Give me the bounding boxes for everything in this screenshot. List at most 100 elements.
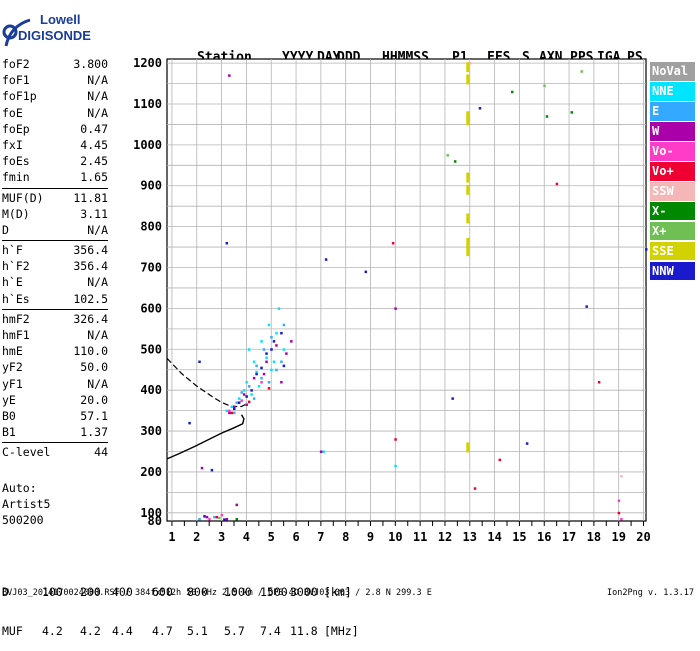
echo-point-x- <box>580 70 583 73</box>
mufrow-value: 4.2 <box>42 624 63 638</box>
param-row: fmin 1.65 <box>2 169 108 185</box>
x-tick-label: 3 <box>218 530 225 544</box>
legend-vo-: Vo- <box>650 141 695 161</box>
logo-line1: Lowell <box>40 12 80 27</box>
param-row: hmF2 326.4 <box>2 311 108 327</box>
param-name: MUF(D) <box>2 190 44 205</box>
x-tick-label: 10 <box>388 530 402 544</box>
drow-value: 400 <box>112 585 133 599</box>
echo-point-nnw <box>223 518 226 521</box>
x-tick-label: 15 <box>512 530 526 544</box>
echo-point-nnw <box>585 305 588 308</box>
param-row: hmE 110.0 <box>2 343 108 359</box>
echo-point-nne <box>277 307 281 310</box>
echo-point-nnw <box>270 348 273 351</box>
param-name: hmF2 <box>2 311 30 326</box>
param-row: yF1 N/A <box>2 376 108 392</box>
echo-point-vo- <box>555 182 559 186</box>
param-value: 1.65 <box>80 170 108 185</box>
echo-point-vo- <box>391 241 395 245</box>
param-name: D <box>2 222 9 237</box>
echo-point-e <box>240 391 243 394</box>
echo-point-nne <box>230 405 234 409</box>
echo-point-vo- <box>597 380 601 384</box>
param-value: N/A <box>87 376 108 391</box>
echo-point-e <box>198 517 201 521</box>
echo-point-e <box>275 368 278 372</box>
param-value: 3.11 <box>80 206 108 221</box>
echo-point-nne <box>272 360 276 364</box>
software-version: Ion2Png v. 1.3.17 <box>607 588 694 598</box>
y-tick-label: 900 <box>140 179 162 193</box>
param-separator <box>2 308 108 310</box>
drow-value: 1500 <box>260 585 288 599</box>
echo-point-nnw <box>233 407 236 411</box>
lowell-digisonde-logo: Lowell DIGISONDE <box>2 10 94 54</box>
mufrow-value: 5.7 <box>224 624 245 638</box>
echo-point-nne <box>245 380 248 384</box>
param-separator <box>2 240 108 242</box>
drow-unit: [km] <box>324 585 352 599</box>
auto-program: Artist5 <box>2 497 51 511</box>
legend-e: E <box>650 101 695 121</box>
echo-point-e <box>233 411 236 415</box>
param-row: hmF1 N/A <box>2 327 108 343</box>
param-row: h`Es 102.5 <box>2 291 108 307</box>
param-value: N/A <box>87 328 108 342</box>
virtual-height-profile-dashed <box>166 357 246 408</box>
param-name: foF1p <box>2 89 37 104</box>
y-tick-label: 1000 <box>133 138 162 152</box>
param-value: N/A <box>87 105 108 120</box>
echo-point-x- <box>570 111 574 114</box>
drow-value: 200 <box>80 585 101 599</box>
echo-point-nnw <box>282 364 286 368</box>
polarization-legend: NoVal NNE E W Vo- Vo+ SSW X- X+ SSE NNW <box>650 62 695 282</box>
legend-nnw: NNW <box>650 261 695 281</box>
param-name: foEs <box>2 154 30 169</box>
x-tick-label: 4 <box>243 530 250 544</box>
mufrow-value: 5.1 <box>187 624 208 638</box>
param-row: foEp 0.47 <box>2 121 108 137</box>
param-name: h`Es <box>2 291 30 306</box>
echo-point-x- <box>545 115 549 118</box>
x-tick-label: 16 <box>537 530 551 544</box>
echo-point-nnw <box>364 270 368 274</box>
echo-point-x- <box>543 84 546 88</box>
echo-point-vo- <box>220 513 224 517</box>
x-tick-label: 18 <box>587 530 601 544</box>
param-name: fmin <box>2 170 30 185</box>
echo-point-vo- <box>394 438 397 441</box>
param-value: 356.4 <box>73 259 108 274</box>
echo-point-sse <box>466 442 470 453</box>
param-separator <box>2 442 108 444</box>
echo-point-nnw <box>188 421 191 425</box>
echo-point-w <box>205 515 209 519</box>
echo-point-nnw <box>245 395 248 398</box>
param-name: h`F <box>2 243 23 258</box>
legend-vo-: Vo+ <box>650 161 695 181</box>
param-name: foF1 <box>2 73 30 88</box>
echo-point-w <box>319 450 323 453</box>
echo-point-nnw <box>210 468 214 472</box>
x-tick-label: 6 <box>292 530 299 544</box>
echo-point-w <box>285 352 288 355</box>
param-value: 50.0 <box>80 360 108 375</box>
legend-x-: X- <box>650 201 695 221</box>
echo-point-ssw <box>620 475 623 478</box>
echo-point-e <box>282 323 286 327</box>
mufrow-value: 11.8 <box>290 624 318 638</box>
echo-point-nnw <box>324 258 328 261</box>
echo-point-nne <box>282 348 286 351</box>
echo-point-e <box>267 380 271 384</box>
echo-point-nne <box>260 340 263 343</box>
echo-point-x- <box>446 154 449 157</box>
echo-point-w <box>265 360 268 364</box>
param-name: foE <box>2 105 23 120</box>
x-tick-label: 14 <box>487 530 501 544</box>
echo-point-sse <box>466 246 470 257</box>
echo-point-nne <box>255 370 258 374</box>
param-row: C-level 44 <box>2 444 108 460</box>
echo-point-nne <box>394 464 397 468</box>
echo-point-nnw <box>645 248 648 251</box>
y-tick-label: 80 <box>148 514 162 528</box>
